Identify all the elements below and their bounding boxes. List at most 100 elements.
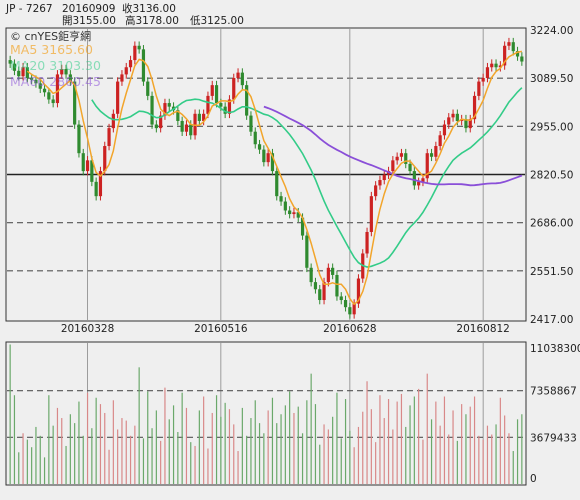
volume-bars bbox=[9, 344, 523, 484]
legend-ma20: MA20 3103.30 bbox=[10, 58, 101, 73]
ma20-line bbox=[91, 87, 523, 268]
candle-body bbox=[515, 51, 520, 57]
candle-body bbox=[214, 85, 219, 104]
volume-panel bbox=[5, 341, 527, 486]
volume-y-tick-label: 0 bbox=[530, 473, 537, 485]
candle-body bbox=[438, 135, 442, 147]
candle-body bbox=[257, 144, 262, 150]
candle-body bbox=[503, 45, 507, 66]
watermark: © cnYES鉅亨網 bbox=[10, 29, 91, 43]
candle-body bbox=[227, 99, 232, 114]
candle-body bbox=[477, 81, 481, 96]
y-tick-label: 2551.50 bbox=[530, 266, 573, 278]
candle-body bbox=[38, 83, 42, 89]
candle-body bbox=[490, 63, 494, 68]
candle-body bbox=[348, 307, 352, 315]
candle-body bbox=[137, 45, 141, 50]
candle-body bbox=[94, 181, 98, 197]
candle-body bbox=[47, 92, 51, 100]
candle-body bbox=[21, 67, 25, 77]
candle-body bbox=[245, 85, 249, 116]
candle-body bbox=[279, 196, 283, 202]
candle-body bbox=[322, 282, 326, 301]
candle-body bbox=[434, 146, 438, 157]
candle-body bbox=[313, 282, 318, 290]
ma5-line bbox=[26, 50, 523, 306]
candle-body bbox=[391, 160, 395, 172]
candle-body bbox=[429, 153, 434, 157]
candle-body bbox=[485, 67, 490, 78]
volume-y-tick-labels: 11038300 7358867 3679433 0 bbox=[530, 343, 580, 485]
candle-body bbox=[146, 81, 150, 96]
candle-body bbox=[442, 124, 447, 136]
candle-body bbox=[141, 49, 146, 82]
candle-body bbox=[116, 81, 120, 114]
candle-body bbox=[210, 85, 214, 96]
candle-body bbox=[296, 212, 300, 218]
y-tick-label: 2955.00 bbox=[530, 121, 573, 133]
candle-body bbox=[176, 110, 180, 121]
candle-body bbox=[159, 115, 163, 129]
candle-body bbox=[98, 171, 103, 197]
candle-body bbox=[128, 60, 133, 68]
candle-body bbox=[167, 103, 171, 107]
x-tick-label: 20160628 bbox=[323, 323, 376, 335]
candle-body bbox=[412, 171, 416, 186]
candle-body bbox=[399, 153, 404, 157]
candle-body bbox=[81, 153, 85, 172]
candle-body bbox=[249, 115, 253, 132]
price-y-tick-labels: 3224.00 3089.50 2955.00 2820.50 2686.00 2551.… bbox=[530, 25, 573, 326]
candle-body bbox=[356, 278, 361, 304]
candle-body bbox=[55, 74, 60, 104]
candle-body bbox=[154, 124, 158, 129]
legend-ma60: MA60 2860.45 bbox=[10, 74, 101, 89]
candle-body bbox=[120, 74, 124, 82]
candle-body bbox=[85, 160, 90, 172]
candle-body bbox=[511, 42, 515, 52]
candle-body bbox=[425, 153, 429, 179]
candle-body bbox=[124, 67, 128, 75]
candle-body bbox=[404, 153, 408, 164]
candle-body bbox=[378, 180, 382, 186]
candle-body bbox=[288, 210, 292, 215]
candle-body bbox=[266, 153, 270, 163]
candle-body bbox=[184, 124, 189, 132]
candle-body bbox=[507, 42, 511, 46]
candle-body bbox=[232, 77, 236, 100]
candle-body bbox=[468, 119, 472, 129]
y-tick-label: 3089.50 bbox=[530, 73, 573, 85]
candle-body bbox=[68, 74, 72, 82]
candle-body bbox=[352, 303, 356, 315]
x-tick-label: 20160516 bbox=[194, 323, 248, 335]
candlesticks bbox=[8, 37, 524, 319]
candle-body bbox=[318, 289, 322, 301]
candle-body bbox=[326, 267, 330, 283]
candle-body bbox=[472, 95, 477, 120]
candle-body bbox=[447, 117, 451, 125]
candle-body bbox=[25, 67, 29, 78]
x-tick-label: 20160812 bbox=[456, 323, 509, 335]
price-x-tick-labels: 20160328 20160516 20160628 20160812 bbox=[61, 323, 510, 335]
volume-y-tick-label: 7358867 bbox=[530, 386, 577, 398]
candle-body bbox=[180, 120, 184, 132]
candle-body bbox=[90, 160, 94, 182]
candle-body bbox=[451, 113, 455, 118]
legend-ma5: MA5 3165.60 bbox=[10, 42, 93, 57]
candle-body bbox=[253, 131, 257, 145]
header-low: 低3125.00 bbox=[190, 14, 244, 27]
candle-body bbox=[305, 235, 309, 268]
y-tick-label: 2417.00 bbox=[530, 314, 573, 326]
candle-body bbox=[202, 113, 206, 121]
volume-y-tick-label: 3679433 bbox=[530, 432, 577, 444]
candle-body bbox=[494, 63, 498, 68]
candle-body bbox=[262, 149, 266, 163]
candle-body bbox=[189, 124, 193, 136]
candle-body bbox=[73, 81, 77, 125]
y-tick-label: 2686.00 bbox=[530, 218, 573, 230]
header-symbol: JP - 7267 bbox=[5, 3, 53, 15]
candle-body bbox=[111, 113, 115, 129]
candle-body bbox=[30, 77, 34, 80]
candle-body bbox=[365, 231, 369, 254]
candle-body bbox=[133, 45, 137, 61]
